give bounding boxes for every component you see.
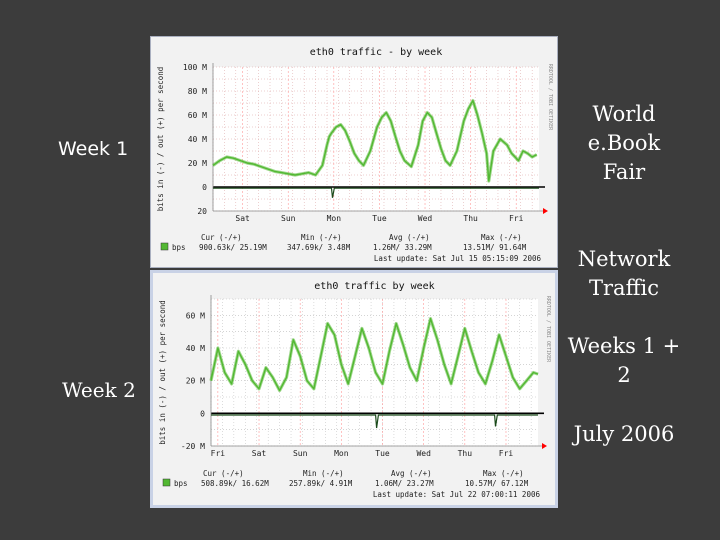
y-tick-label: 100 M bbox=[183, 63, 207, 72]
x-tick-label: Sat bbox=[235, 214, 250, 223]
chart-week-1-svg: 20 0 20 M 40 M 60 M 80 M 100 M Sat Sun Mon Tue Wed T… bbox=[156, 47, 553, 263]
week-2-label: Week 2 bbox=[62, 378, 136, 402]
legend-label: bps bbox=[172, 243, 186, 252]
y-tick-label: 0 bbox=[200, 409, 205, 418]
side-text-date: July 2006 bbox=[573, 422, 675, 446]
side-text-network: Network Traffic bbox=[577, 247, 671, 300]
x-tick-label: Fri bbox=[509, 214, 524, 223]
y-tick-label: 20 M bbox=[186, 377, 205, 386]
series-out-line bbox=[212, 99, 538, 182]
x-tick-label: Fri bbox=[499, 449, 514, 458]
x-tick-label: Mon bbox=[327, 214, 342, 223]
legend-max: 10.57M/ 67.12M bbox=[465, 479, 529, 488]
x-tick-label: Wed bbox=[416, 449, 431, 458]
legend-min: 347.69k/ 3.48M bbox=[287, 243, 351, 252]
x-tick-label: Mon bbox=[334, 449, 349, 458]
x-tick-label: Thu bbox=[463, 214, 478, 223]
series-in-line bbox=[213, 187, 539, 198]
legend-cur-header: Cur (-/+) bbox=[201, 233, 242, 242]
y-tick-label: 0 bbox=[202, 183, 207, 192]
traffic-chart-week-2: -20 M 0 20 M 40 M 60 M Fri Sat Sun Mon Tue Wed Thu F… bbox=[150, 270, 558, 508]
x-tick-label: Tue bbox=[375, 449, 390, 458]
legend-max-header: Max (-/+) bbox=[483, 469, 524, 478]
series-in-line bbox=[211, 414, 538, 429]
y-axis-label: bits in (-) / out (+) per second bbox=[158, 300, 167, 445]
x-tick-label: Sun bbox=[293, 449, 308, 458]
x-tick-label: Sat bbox=[252, 449, 267, 458]
legend-max-header: Max (-/+) bbox=[481, 233, 522, 242]
x-tick-label: Thu bbox=[458, 449, 473, 458]
legend-cur-header: Cur (-/+) bbox=[203, 469, 244, 478]
y-tick-label: 20 M bbox=[188, 159, 207, 168]
week-1-label: Week 1 bbox=[58, 138, 129, 160]
legend-swatch bbox=[160, 242, 169, 251]
x-tick-label: Wed bbox=[418, 214, 433, 223]
legend-swatch bbox=[162, 478, 171, 487]
traffic-chart-week-1: 20 0 20 M 40 M 60 M 80 M 100 M Sat Sun Mon Tue Wed T… bbox=[150, 36, 558, 268]
y-tick-label: 40 M bbox=[186, 344, 205, 353]
y-tick-label: 80 M bbox=[188, 87, 207, 96]
x-axis-arrow bbox=[542, 443, 547, 449]
y-tick-label: 40 M bbox=[188, 135, 207, 144]
y-axis-label: bits in (-) / out (+) per second bbox=[156, 67, 165, 212]
x-tick-label: Fri bbox=[211, 449, 226, 458]
rrdtool-tag: RRDTOOL / TOBI OETIKER bbox=[545, 296, 551, 363]
x-axis-arrow bbox=[543, 208, 548, 214]
legend-avg-header: Avg (-/+) bbox=[389, 233, 430, 242]
x-tick-label: Tue bbox=[372, 214, 387, 223]
y-tick-label: 60 M bbox=[188, 111, 207, 120]
legend-avg: 1.06M/ 23.27M bbox=[375, 479, 434, 488]
legend-cur: 508.89k/ 16.62M bbox=[201, 479, 269, 488]
legend-last-update: Last update: Sat Jul 22 07:00:11 2006 bbox=[373, 490, 541, 499]
chart-week-2-svg: -20 M 0 20 M 40 M 60 M Fri Sat Sun Mon Tue Wed Thu F… bbox=[158, 281, 551, 499]
side-text-weeks: Weeks 1 + 2 bbox=[567, 334, 681, 387]
legend-min-header: Min (-/+) bbox=[303, 469, 344, 478]
rrdtool-tag: RRDTOOL / TOBI OETIKER bbox=[547, 64, 553, 131]
chart-title: eth0 traffic by week bbox=[314, 281, 434, 292]
legend-cur: 900.63k/ 25.19M bbox=[199, 243, 267, 252]
x-tick-label: Sun bbox=[281, 214, 296, 223]
y-tick-label: 60 M bbox=[186, 311, 205, 320]
legend-last-update: Last update: Sat Jul 15 05:15:09 2006 bbox=[374, 254, 542, 263]
legend-min-header: Min (-/+) bbox=[301, 233, 342, 242]
legend-min: 257.89k/ 4.91M bbox=[289, 479, 353, 488]
legend-avg-header: Avg (-/+) bbox=[391, 469, 432, 478]
series-out-line bbox=[210, 317, 539, 392]
legend-label: bps bbox=[174, 479, 188, 488]
y-tick-label: 20 bbox=[197, 207, 207, 216]
side-text-fair: World e.Book Fair bbox=[587, 102, 661, 184]
legend-avg: 1.26M/ 33.29M bbox=[373, 243, 432, 252]
y-tick-label: -20 M bbox=[181, 442, 205, 451]
chart-title: eth0 traffic - by week bbox=[310, 47, 442, 58]
legend-max: 13.51M/ 91.64M bbox=[463, 243, 527, 252]
